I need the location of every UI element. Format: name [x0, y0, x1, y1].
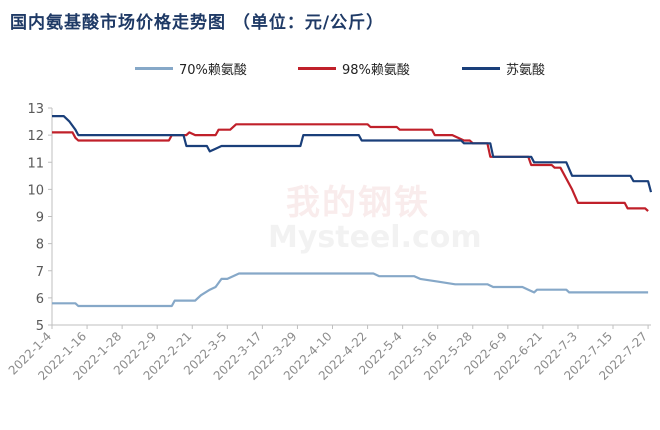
legend-item-threonine: 苏氨酸 — [462, 56, 545, 80]
y-tick-label: 7 — [36, 265, 44, 280]
watermark: 我的钢铁 Mysteel.com — [268, 175, 482, 255]
chart-legend: 70%赖氨酸 98%赖氨酸 苏氨酸 — [0, 56, 660, 80]
legend-label-threonine: 苏氨酸 — [506, 62, 546, 78]
y-tick-label: 6 — [36, 292, 44, 307]
legend-item-98-lysine: 98%赖氨酸 — [298, 56, 410, 80]
series-line-1 — [52, 123, 649, 212]
legend-swatch-98-lysine — [298, 66, 336, 70]
y-tick-label: 13 — [27, 102, 44, 117]
y-tick-label: 10 — [27, 183, 44, 198]
series-line-0 — [52, 272, 649, 308]
watermark-cn: 我的钢铁 — [286, 183, 430, 223]
legend-label-98-lysine: 98%赖氨酸 — [342, 62, 410, 78]
legend-swatch-70-lysine — [135, 66, 173, 70]
y-tick-label: 9 — [36, 211, 44, 226]
y-tick-label: 12 — [27, 129, 44, 144]
legend-item-70-lysine: 70%赖氨酸 — [135, 56, 247, 80]
watermark-en: Mysteel.com — [268, 220, 482, 255]
chart-title: 国内氨基酸市场价格走势图 （单位：元/公斤） — [10, 13, 385, 33]
y-tick-label: 5 — [36, 319, 44, 334]
chart-series — [52, 115, 653, 308]
chart-axes: 56789101112132022-1-42022-1-162022-1-282… — [6, 102, 651, 383]
legend-swatch-threonine — [462, 66, 500, 70]
y-tick-label: 8 — [36, 238, 44, 253]
y-tick-label: 11 — [27, 156, 44, 171]
legend-label-70-lysine: 70%赖氨酸 — [179, 62, 247, 78]
series-line-2 — [52, 115, 653, 193]
